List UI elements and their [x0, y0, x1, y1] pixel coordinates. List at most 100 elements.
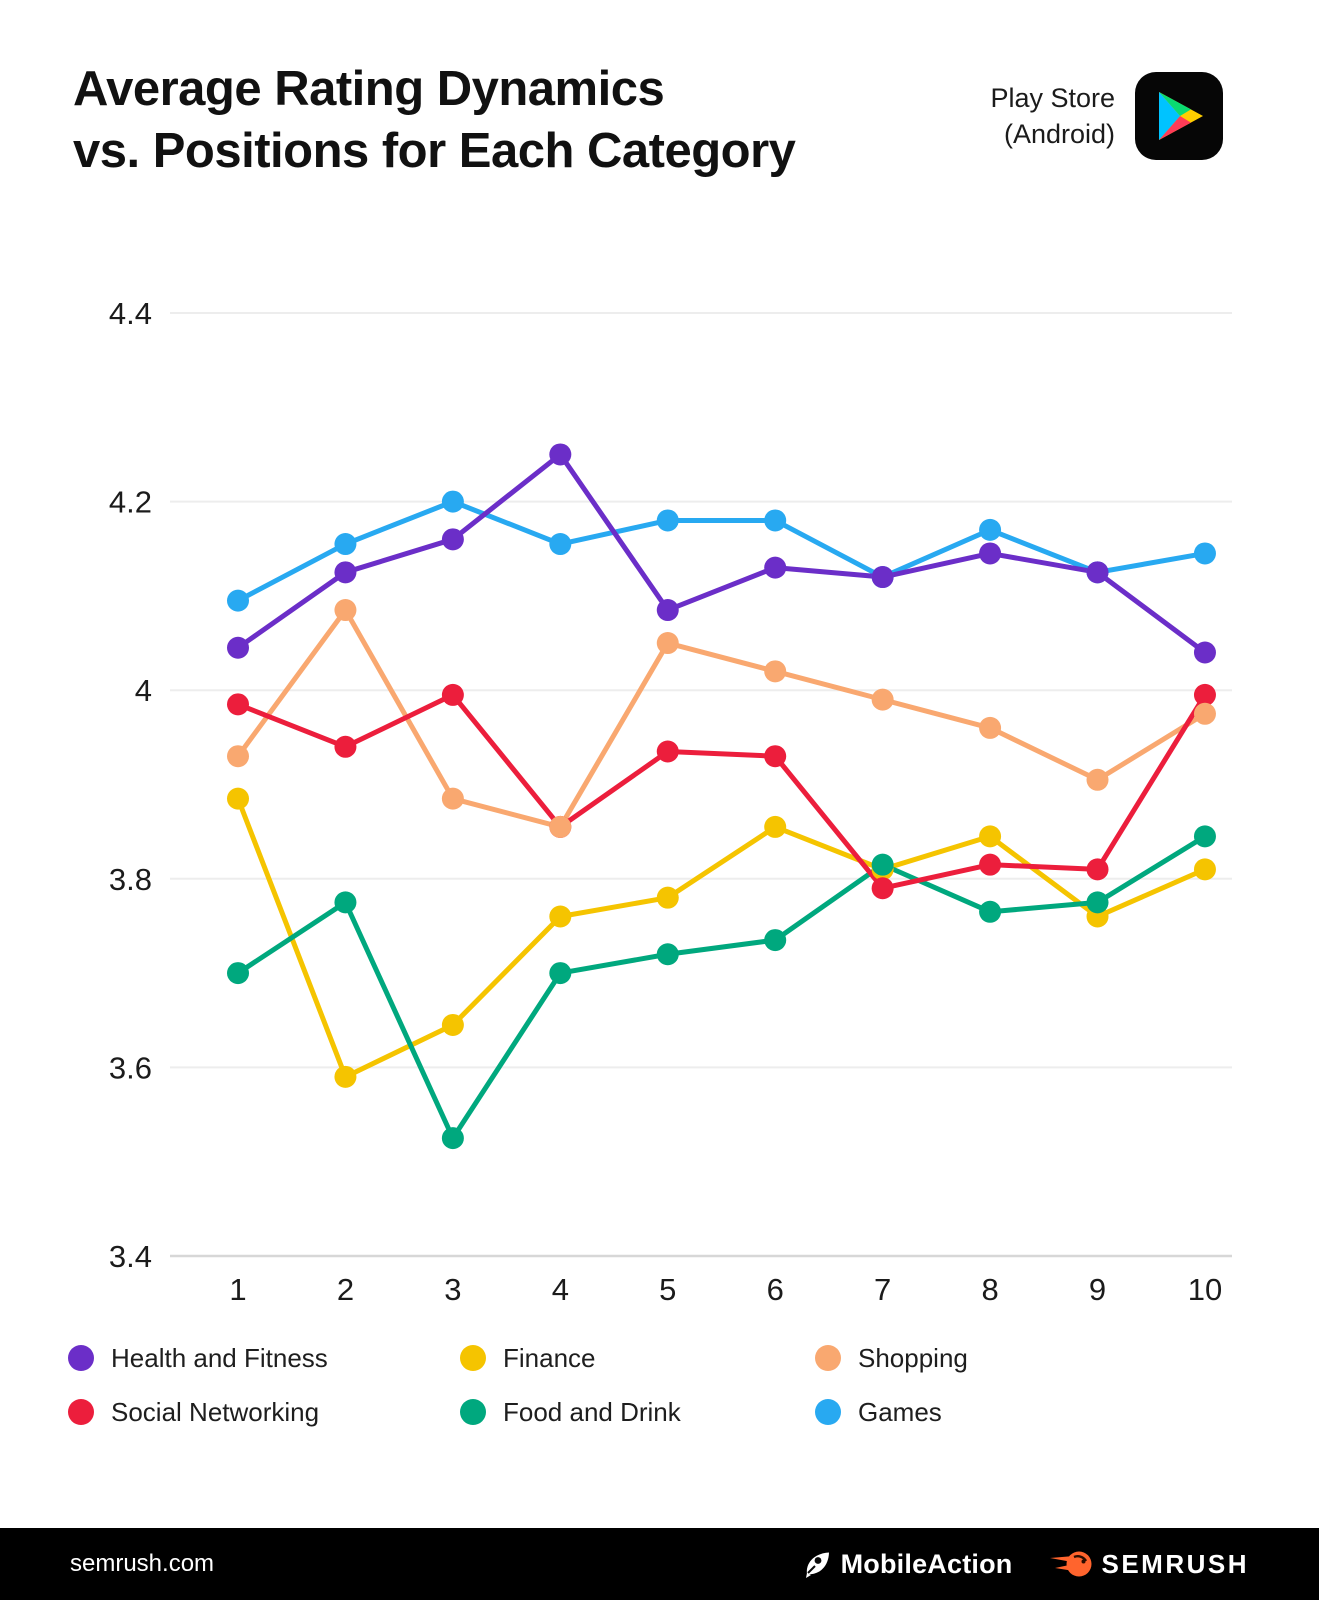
data-point [1086, 561, 1109, 584]
legend-dot-games [815, 1399, 841, 1425]
legend-label: Health and Fitness [111, 1342, 328, 1373]
semrush-wordmark: SEMRUSH [1101, 1548, 1249, 1579]
data-point [764, 660, 787, 683]
legend-label: Food and Drink [503, 1396, 681, 1427]
legend-item-finance: Finance [460, 1343, 596, 1373]
x-tick-label: 7 [874, 1272, 891, 1307]
google-play-icon [1135, 72, 1223, 160]
legend-item-games: Games [815, 1396, 942, 1427]
y-tick-label: 3.8 [109, 862, 152, 897]
data-point [871, 877, 894, 900]
y-axis-labels: 4.4 4.2 4 3.8 3.6 3.4 [109, 296, 152, 1274]
data-point [549, 533, 572, 556]
legend-label: Social Networking [111, 1396, 320, 1427]
data-point [227, 962, 249, 985]
legend-dot-shopping [815, 1345, 841, 1371]
legend-item-shopping: Shopping [815, 1342, 968, 1373]
data-point [979, 853, 1002, 876]
data-point [441, 787, 464, 810]
data-point [871, 566, 894, 589]
data-point [549, 962, 572, 985]
data-point [549, 815, 572, 838]
data-point [979, 542, 1002, 565]
legend-dot-health-and-fitness [68, 1345, 94, 1371]
x-tick-label: 5 [659, 1272, 676, 1307]
data-point [871, 688, 894, 711]
data-point [334, 599, 357, 622]
y-tick-label: 3.6 [109, 1050, 152, 1085]
series-dots-health-and-fitness [227, 443, 1216, 664]
footer-bar: semrush.com MobileAction [0, 1528, 1319, 1600]
mobileaction-logo: MobileAction [802, 1549, 1013, 1580]
data-point [334, 891, 357, 914]
series-dots-games [227, 490, 1216, 612]
y-tick-label: 4 [135, 673, 152, 708]
series-dots-finance [227, 787, 1216, 1088]
data-point [441, 490, 464, 513]
data-point [227, 787, 249, 810]
data-point [227, 693, 249, 716]
series-line-food-and-drink [235, 833, 1208, 1141]
x-tick-label: 6 [767, 1272, 784, 1307]
x-tick-label: 8 [981, 1272, 998, 1307]
data-point [227, 636, 249, 659]
platform-label-line1: Play Store [990, 83, 1115, 113]
data-point [549, 443, 572, 466]
data-point [656, 740, 679, 763]
data-point [334, 1065, 357, 1088]
data-point [334, 561, 357, 584]
data-point [764, 745, 787, 768]
platform-label: Play Store (Android) [990, 80, 1115, 152]
y-tick-label: 4.4 [109, 296, 152, 331]
data-point [441, 528, 464, 551]
y-tick-label: 4.2 [109, 485, 152, 520]
data-point [656, 599, 679, 622]
series-line-games [235, 499, 1208, 604]
data-point [871, 853, 894, 876]
page-title: Average Rating Dynamics vs. Positions for… [73, 58, 796, 182]
series-line-social-networking [235, 692, 1208, 891]
legend-item-social-networking: Social Networking [68, 1396, 320, 1427]
data-point [1193, 542, 1216, 565]
semrush-logo: SEMRUSH [1050, 1549, 1249, 1580]
data-point [1086, 768, 1109, 791]
platform-badge: Play Store (Android) [990, 72, 1223, 160]
data-point [979, 900, 1002, 923]
data-point [1193, 825, 1216, 848]
legend-dot-social-networking [68, 1399, 94, 1425]
series-dots-food-and-drink [227, 825, 1216, 1150]
legend-dot-food-and-drink [460, 1399, 486, 1425]
x-tick-label: 2 [337, 1272, 354, 1307]
legend-label: Shopping [858, 1342, 968, 1373]
x-tick-label: 1 [229, 1272, 246, 1307]
data-point [979, 716, 1002, 739]
legend-dot-finance [460, 1345, 486, 1371]
data-point [656, 509, 679, 532]
y-tick-label: 3.4 [109, 1239, 152, 1274]
data-point [1193, 683, 1216, 706]
data-point [334, 735, 357, 758]
footer-logos: MobileAction SEMRUSH [802, 1549, 1249, 1580]
data-point [227, 589, 249, 612]
gridlines [170, 312, 1232, 1258]
x-tick-label: 9 [1089, 1272, 1106, 1307]
data-point [764, 556, 787, 579]
data-point [334, 533, 357, 556]
legend-label: Games [858, 1396, 942, 1427]
footer-site-url: semrush.com [70, 1550, 215, 1577]
page-title-line1: Average Rating Dynamics [73, 62, 665, 116]
data-point [1193, 858, 1216, 881]
x-axis-labels: 1 2 3 4 5 6 7 8 9 10 [229, 1272, 1222, 1307]
data-point [549, 905, 572, 928]
series-line-finance [235, 796, 1208, 1080]
data-point [441, 1127, 464, 1150]
x-tick-label: 3 [444, 1272, 461, 1307]
legend-item-food-and-drink: Food and Drink [460, 1396, 681, 1427]
data-point [656, 632, 679, 655]
data-point [441, 683, 464, 706]
page-title-line2: vs. Positions for Each Category [73, 124, 796, 178]
mobileaction-wordmark: MobileAction [840, 1548, 1013, 1579]
series-line-health-and-fitness [235, 451, 1208, 655]
data-point [227, 745, 249, 768]
